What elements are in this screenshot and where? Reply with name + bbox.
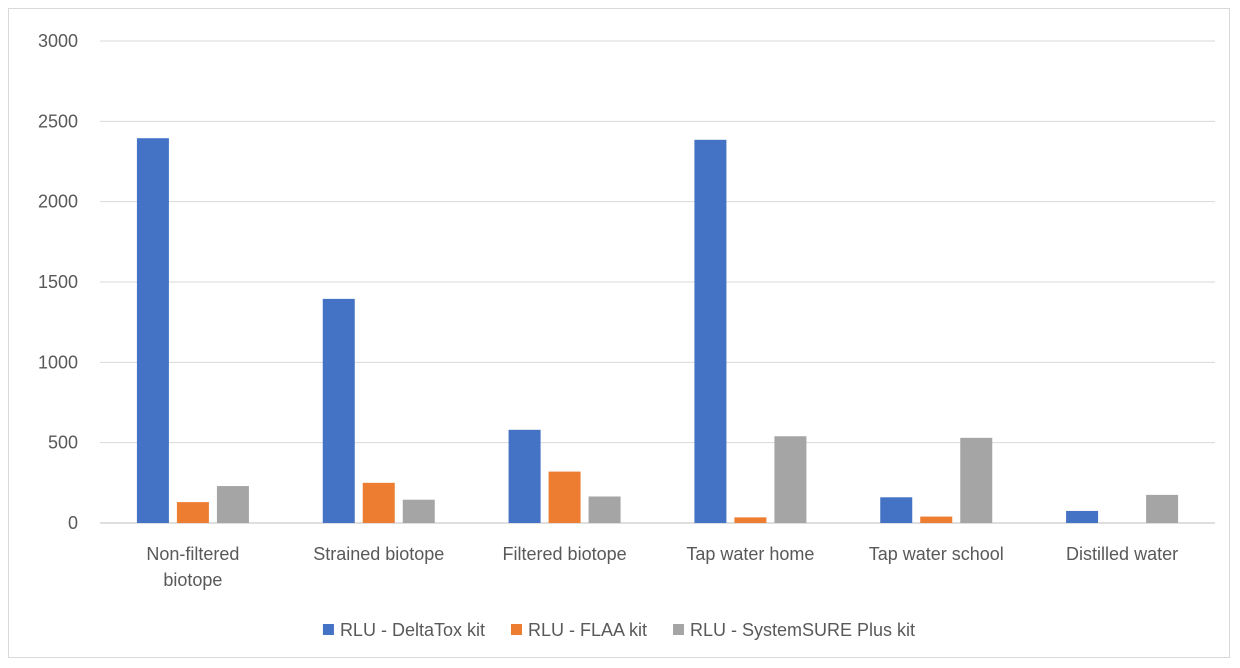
bar-rlu-deltatox-kit: [1066, 510, 1099, 523]
x-tick-label: Tap water school: [869, 544, 1004, 564]
legend-swatch: [322, 624, 334, 635]
bar-rlu-flaa-kit: [176, 502, 209, 523]
bar-rlu-flaa-kit: [920, 516, 953, 523]
x-tick-label: Distilled water: [1066, 544, 1178, 564]
y-tick-label: 2000: [38, 192, 78, 212]
chart-frame: [8, 8, 1230, 658]
y-tick-label: 1500: [38, 272, 78, 292]
y-tick-label: 1000: [38, 352, 78, 372]
bar-rlu-deltatox-kit: [136, 138, 169, 523]
x-tick-label: Non-filtered biotope: [146, 544, 239, 590]
legend-label: RLU - SystemSURE Plus kit: [690, 620, 915, 640]
x-tick-label: Strained biotope: [313, 544, 444, 564]
bar-rlu-deltatox-kit: [508, 429, 541, 523]
bar-rlu-systemsure-plus-kit: [216, 486, 249, 523]
legend-label: RLU - DeltaTox kit: [340, 620, 485, 640]
gridlines: [100, 40, 1215, 524]
bar-rlu-deltatox-kit: [880, 497, 913, 523]
y-tick-label: 500: [48, 433, 78, 453]
bar-rlu-systemsure-plus-kit: [1146, 494, 1179, 523]
bar-rlu-systemsure-plus-kit: [588, 496, 621, 523]
bar-rlu-systemsure-plus-kit: [960, 437, 993, 523]
bar-rlu-systemsure-plus-kit: [402, 499, 435, 523]
bar-rlu-deltatox-kit: [694, 139, 727, 523]
bar-rlu-deltatox-kit: [322, 298, 355, 523]
x-tick-label: Filtered biotope: [503, 544, 627, 564]
legend-label: RLU - FLAA kit: [528, 620, 647, 640]
y-tick-label: 3000: [38, 31, 78, 51]
bar-rlu-flaa-kit: [734, 517, 767, 523]
bars: [136, 138, 1179, 523]
legend-swatch: [510, 624, 522, 635]
bar-rlu-flaa-kit: [548, 471, 581, 523]
legend: RLU - DeltaTox kit RLU - FLAA kit RLU - Sy…: [322, 620, 915, 640]
x-tick-label: Tap water home: [686, 544, 814, 564]
y-tick-label: 2500: [38, 111, 78, 131]
y-tick-label: 0: [68, 513, 78, 533]
y-axis-ticks: 0 500 1000 1500 2000 2500 3000: [38, 31, 78, 533]
legend-swatch: [673, 624, 685, 635]
bar-rlu-systemsure-plus-kit: [774, 436, 807, 523]
x-axis-ticks: Non-filtered biotope Strained biotope Filte…: [146, 544, 1178, 590]
bar-rlu-flaa-kit: [362, 482, 395, 523]
